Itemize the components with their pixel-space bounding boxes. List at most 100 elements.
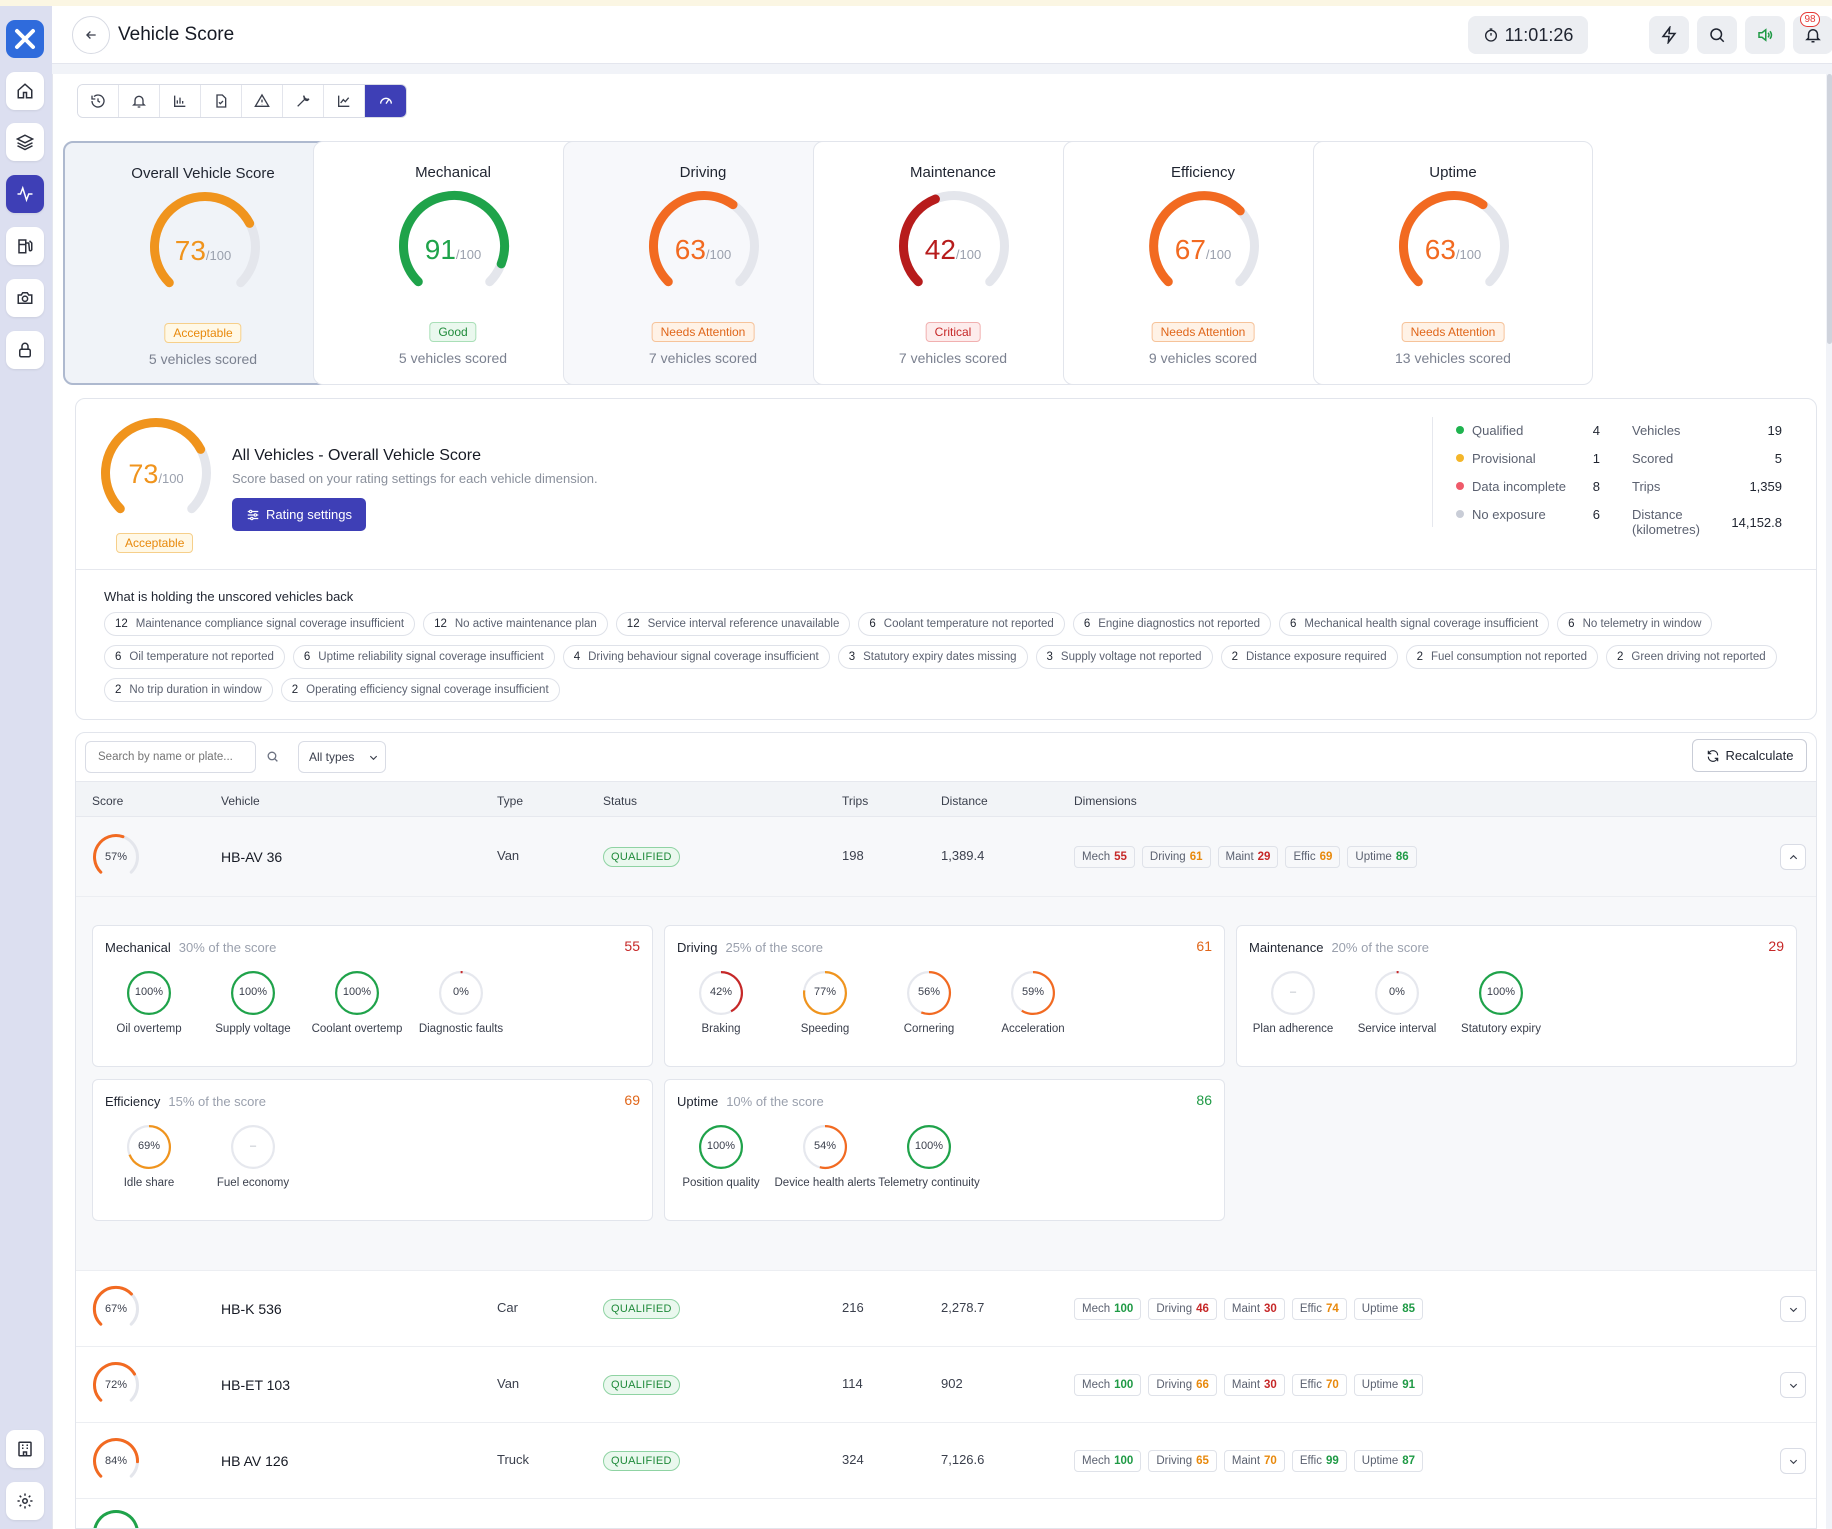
reason-count: 6: [303, 651, 311, 663]
reason-text: Supply voltage not reported: [1060, 651, 1202, 663]
table-row[interactable]: 57% HB-AV 36 Van QUALIFIED 198 1,389.4 Mech 55 D…: [76, 817, 1816, 897]
nav-home-button[interactable]: [6, 72, 44, 110]
reason-chip[interactable]: 6 No telemetry in window: [1557, 612, 1713, 636]
metric-telemetry-continuity: 100% Telemetry continuity: [877, 1124, 981, 1191]
wrench-icon: [297, 95, 310, 107]
reason-chip[interactable]: 4 Driving behaviour signal coverage insuf…: [562, 645, 830, 669]
tab-reports[interactable]: [160, 85, 201, 117]
table-row[interactable]: 84% HB AV 126 Truck QUALIFIED 324 7,126.6 Mech…: [76, 1423, 1816, 1499]
metric-service-interval: 0% Service interval: [1345, 970, 1449, 1037]
nav-settings-button[interactable]: [6, 1482, 44, 1520]
sound-button[interactable]: [1745, 16, 1785, 54]
reason-chip[interactable]: 12 Maintenance compliance signal coverage…: [104, 612, 416, 636]
line-chart-icon: [338, 95, 350, 107]
dimension-label: Maint: [1231, 1303, 1261, 1315]
col-vehicle[interactable]: Vehicle: [221, 794, 260, 808]
chevron-down-icon: [1789, 1459, 1797, 1464]
nav-camera-button[interactable]: [6, 279, 44, 317]
reason-chip[interactable]: 6 Mechanical health signal coverage insuf…: [1278, 612, 1550, 636]
col-trips[interactable]: Trips: [842, 794, 869, 808]
reason-chip[interactable]: 2 Fuel consumption not reported: [1405, 645, 1598, 669]
score-card-driving[interactable]: Driving 63/100 Needs Attention 7 vehicles s…: [563, 141, 843, 385]
recalculate-button[interactable]: Recalculate: [1692, 739, 1807, 772]
reason-chip[interactable]: 2 Green driving not reported: [1606, 645, 1777, 669]
back-button[interactable]: [72, 16, 110, 54]
search-button[interactable]: [1697, 16, 1737, 54]
reason-chip[interactable]: 6 Oil temperature not reported: [104, 645, 285, 669]
reason-chip[interactable]: 6 Coolant temperature not reported: [858, 612, 1065, 636]
score-card-mechanical[interactable]: Mechanical 91/100 Good 5 vehicles scored: [313, 141, 593, 385]
vehicle-plate[interactable]: HB-AV 36: [221, 849, 283, 865]
tab-vehicle-score[interactable]: [365, 85, 406, 117]
col-type[interactable]: Type: [497, 794, 524, 808]
tab-history[interactable]: [78, 85, 119, 117]
vehicle-plate[interactable]: HB AV 126: [221, 1453, 289, 1469]
metric-value: –: [1289, 986, 1297, 998]
legend-dot: [1456, 454, 1464, 462]
app-logo[interactable]: [6, 20, 44, 58]
dimension-badge: Maint 30: [1223, 1374, 1285, 1396]
tab-warnings[interactable]: [242, 85, 283, 117]
score-card-overall-vehicle-score[interactable]: Overall Vehicle Score 73/100 Acceptable 5 v…: [63, 141, 343, 385]
search-input[interactable]: [85, 741, 256, 773]
session-timer[interactable]: 11:01:26: [1468, 16, 1588, 54]
col-status[interactable]: Status: [603, 794, 638, 808]
page-scrollbar[interactable]: [1827, 74, 1832, 344]
reason-chip[interactable]: 6 Engine diagnostics not reported: [1072, 612, 1271, 636]
nav-fuel-button[interactable]: [6, 227, 44, 265]
col-score[interactable]: Score: [92, 794, 124, 808]
reason-chip[interactable]: 12 Service interval reference unavailable: [615, 612, 851, 636]
reason-chip[interactable]: 12 No active maintenance plan: [423, 612, 608, 636]
reason-chip[interactable]: 3 Statutory expiry dates missing: [837, 645, 1028, 669]
reason-chip[interactable]: 2 Distance exposure required: [1220, 645, 1398, 669]
vehicle-plate[interactable]: HB-ET 103: [221, 1377, 290, 1393]
score-gauge: [1398, 191, 1509, 287]
legend-label: Qualified: [1472, 423, 1524, 438]
reason-chip[interactable]: 2 No trip duration in window: [104, 678, 273, 702]
type-filter-dropdown[interactable]: All types: [298, 741, 386, 773]
nav-layers-button[interactable]: [6, 123, 44, 161]
summary-status-badge: Acceptable: [116, 533, 194, 553]
reason-count: 12: [115, 618, 128, 630]
vehicle-plate[interactable]: HB-K 536: [221, 1301, 282, 1317]
score-card-uptime[interactable]: Uptime 63/100 Needs Attention 13 vehicles s…: [1313, 141, 1593, 385]
expand-row-button[interactable]: [1780, 1372, 1806, 1398]
score-card-maintenance[interactable]: Maintenance 42/100 Critical 7 vehicles scor…: [813, 141, 1093, 385]
metric-value: 100%: [914, 1140, 944, 1152]
metric-value: 0%: [1389, 986, 1405, 998]
reason-chip[interactable]: 2 Operating efficiency signal coverage in…: [280, 678, 560, 702]
nav-lock-button[interactable]: [6, 331, 44, 369]
summary-subtitle: Score based on your rating settings for …: [232, 471, 598, 486]
tab-maintenance[interactable]: [283, 85, 324, 117]
dimension-badge: Mech 100: [1074, 1374, 1142, 1396]
table-row[interactable]: 67% HB-K 536 Car QUALIFIED 216 2,278.7 Mech 100…: [76, 1271, 1816, 1347]
col-distance[interactable]: Distance: [941, 794, 988, 808]
reason-chip[interactable]: 6 Uptime reliability signal coverage insu…: [292, 645, 555, 669]
row-score-value: 72%: [104, 1379, 128, 1391]
table-row[interactable]: [76, 1499, 1816, 1528]
metric-label: Device health alerts: [774, 1177, 876, 1189]
dimension-label: Uptime: [1361, 1455, 1399, 1467]
tab-documents[interactable]: [201, 85, 242, 117]
nav-activity-button[interactable]: [6, 175, 44, 213]
expand-row-button[interactable]: [1780, 1296, 1806, 1322]
expand-row-button[interactable]: [1780, 1448, 1806, 1474]
score-gauge: [899, 191, 1009, 287]
score-card-efficiency[interactable]: Efficiency 67/100 Needs Attention 9 vehicle…: [1063, 141, 1343, 385]
stat-label: Distance: [1632, 507, 1683, 522]
legend-value: 1: [1592, 451, 1600, 466]
tab-trends[interactable]: [324, 85, 365, 117]
tab-alerts[interactable]: [119, 85, 160, 117]
dimension-weight: 25% of the score: [725, 940, 824, 955]
rating-settings-button[interactable]: Rating settings: [232, 498, 366, 531]
collapse-row-button[interactable]: [1780, 844, 1806, 870]
nav-building-button[interactable]: [6, 1430, 44, 1468]
reason-chip[interactable]: 3 Supply voltage not reported: [1035, 645, 1213, 669]
dimension-label: Driving: [1149, 851, 1186, 863]
col-dimensions[interactable]: Dimensions: [1074, 794, 1137, 808]
quick-actions-button[interactable]: [1649, 16, 1689, 54]
metric-ring-graphic: [1479, 971, 1523, 1015]
arrow-left-icon: [86, 31, 96, 39]
gauge-fill: [93, 1438, 139, 1478]
table-row[interactable]: 72% HB-ET 103 Van QUALIFIED 114 902 Mech 100 Dri…: [76, 1347, 1816, 1423]
